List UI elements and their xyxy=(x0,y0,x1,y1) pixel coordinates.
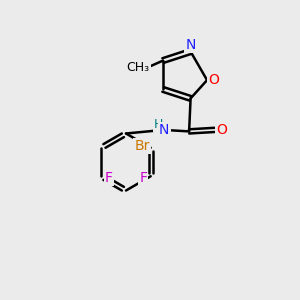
Text: O: O xyxy=(208,73,219,87)
Text: F: F xyxy=(105,171,113,185)
Text: N: N xyxy=(159,123,169,137)
Text: H: H xyxy=(154,118,163,131)
Text: N: N xyxy=(185,38,196,52)
Text: F: F xyxy=(139,171,147,185)
Text: CH₃: CH₃ xyxy=(127,61,150,74)
Text: O: O xyxy=(216,123,226,137)
Text: Br: Br xyxy=(135,139,150,153)
